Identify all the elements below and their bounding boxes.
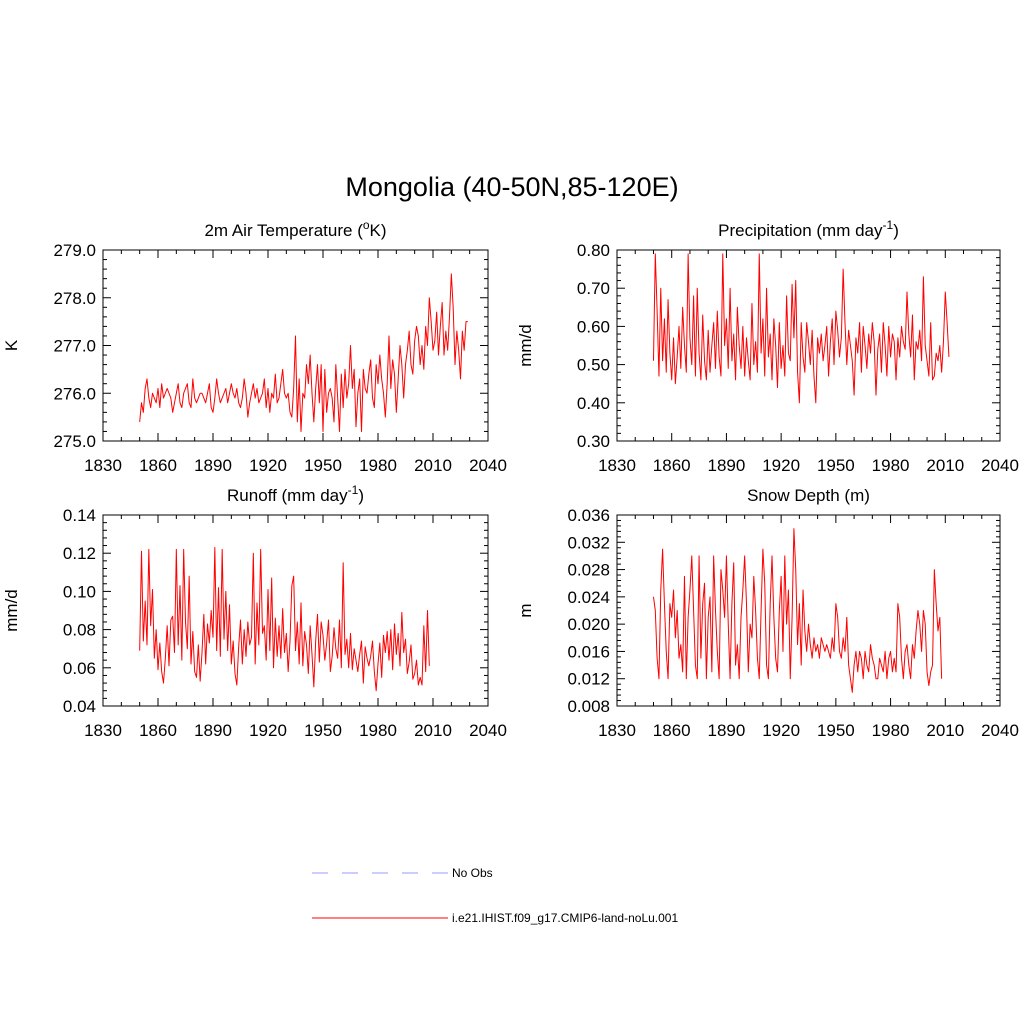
- y-tick-label: 277.0: [53, 337, 96, 356]
- y-tick-label: 0.40: [577, 394, 610, 413]
- y-tick-label: 0.70: [577, 279, 610, 298]
- y-tick-label: 0.30: [577, 432, 610, 451]
- x-tick-label: 1950: [304, 721, 342, 740]
- y-tick-label: 0.04: [63, 697, 96, 716]
- x-tick-label: 1860: [653, 456, 691, 475]
- x-tick-label: 1920: [249, 456, 287, 475]
- panel-title-end: K): [370, 221, 387, 240]
- legend: No Obs i.e21.IHIST.f09_g17.CMIP6-land-noL…: [312, 866, 678, 925]
- y-tick-label: 0.012: [567, 670, 610, 689]
- panel-title-superscript: o: [363, 218, 370, 232]
- y-tick-label: 276.0: [53, 384, 96, 403]
- x-tick-label: 1890: [194, 721, 232, 740]
- x-tick-label: 1830: [598, 456, 636, 475]
- y-tick-label: 0.08: [63, 621, 96, 640]
- y-axis-label: mm/d: [516, 324, 535, 367]
- x-tick-label: 1950: [817, 456, 855, 475]
- panel-title: Snow Depth (m): [747, 486, 870, 505]
- x-tick-label: 1830: [84, 721, 122, 740]
- y-tick-label: 0.14: [63, 506, 96, 525]
- panel-title-end: ): [358, 486, 364, 505]
- y-tick-label: 0.028: [567, 561, 610, 580]
- y-tick-label: 0.80: [577, 241, 610, 260]
- figure-title: Mongolia (40-50N,85-120E): [345, 172, 678, 202]
- y-axis-label: mm/d: [2, 589, 21, 632]
- legend-label: No Obs: [452, 866, 493, 880]
- x-tick-label: 1890: [708, 721, 746, 740]
- x-tick-label: 1860: [139, 721, 177, 740]
- x-tick-label: 1890: [708, 456, 746, 475]
- y-tick-label: 0.06: [63, 659, 96, 678]
- x-tick-label: 2040: [469, 456, 507, 475]
- panel-title-main: Runoff (mm day: [227, 486, 348, 505]
- chart-panel-3: 1830 1860 1890 1920 1950 1980 2010 2040 0.04 0.06…: [2, 483, 507, 740]
- x-tick-label: 1920: [762, 721, 800, 740]
- x-tick-label: 1950: [817, 721, 855, 740]
- plot-frame: [616, 514, 1001, 707]
- x-tick-label: 1980: [872, 721, 910, 740]
- y-tick-label: 0.036: [567, 506, 610, 525]
- panel-title: Runoff (mm day-1): [227, 483, 364, 505]
- x-tick-label: 1980: [359, 456, 397, 475]
- x-tick-label: 1920: [762, 456, 800, 475]
- chart-panels: 1830 1860 1890 1920 1950 1980 2010 2040 275.0 276…: [2, 218, 1019, 740]
- y-tick-label: 0.12: [63, 544, 96, 563]
- y-tick-label: 0.10: [63, 582, 96, 601]
- plot-frame: [102, 514, 489, 707]
- panel-title-superscript: -1: [348, 483, 359, 497]
- series-line: [652, 528, 943, 693]
- y-tick-label: 0.024: [567, 588, 610, 607]
- chart-panel-4: 1830 1860 1890 1920 1950 1980 2010 2040 0.008 0.0…: [516, 486, 1019, 740]
- y-tick-label: 0.020: [567, 615, 610, 634]
- x-tick-label: 2040: [981, 456, 1019, 475]
- y-tick-label: 275.0: [53, 432, 96, 451]
- x-tick-label: 2040: [981, 721, 1019, 740]
- x-tick-label: 1860: [139, 456, 177, 475]
- x-tick-label: 1860: [653, 721, 691, 740]
- plot-frame: [616, 249, 1001, 442]
- x-tick-label: 1920: [249, 721, 287, 740]
- panel-title-superscript: -1: [883, 218, 894, 232]
- panel-title-main: 2m Air Temperature (: [204, 221, 363, 240]
- y-tick-label: 279.0: [53, 241, 96, 260]
- x-tick-label: 2040: [469, 721, 507, 740]
- y-axis-label: K: [2, 339, 21, 351]
- y-axis-label: m: [516, 603, 535, 617]
- y-tick-label: 278.0: [53, 289, 96, 308]
- chart-panel-2: 1830 1860 1890 1920 1950 1980 2010 2040 0.30 0.40…: [516, 218, 1019, 475]
- panel-title-main: Snow Depth (m): [747, 486, 870, 505]
- x-tick-label: 1890: [194, 456, 232, 475]
- panel-title-main: Precipitation (mm day: [718, 221, 883, 240]
- panel-title: Precipitation (mm day-1): [718, 218, 899, 240]
- chart-panel-1: 1830 1860 1890 1920 1950 1980 2010 2040 275.0 276…: [2, 218, 507, 475]
- panel-title-end: ): [893, 221, 899, 240]
- x-tick-label: 2010: [926, 721, 964, 740]
- y-tick-label: 0.50: [577, 356, 610, 375]
- series-line: [139, 273, 468, 432]
- panel-title: 2m Air Temperature (oK): [204, 218, 386, 240]
- x-tick-label: 2010: [926, 456, 964, 475]
- y-tick-label: 0.032: [567, 533, 610, 552]
- x-tick-label: 2010: [414, 456, 452, 475]
- y-tick-label: 0.60: [577, 317, 610, 336]
- x-tick-label: 1830: [598, 721, 636, 740]
- x-tick-label: 1830: [84, 456, 122, 475]
- x-tick-label: 2010: [414, 721, 452, 740]
- series-line: [652, 253, 950, 404]
- x-tick-label: 1980: [872, 456, 910, 475]
- y-tick-label: 0.008: [567, 697, 610, 716]
- series-line: [139, 546, 430, 692]
- legend-label: i.e21.IHIST.f09_g17.CMIP6-land-noLu.001: [452, 911, 678, 925]
- x-tick-label: 1980: [359, 721, 397, 740]
- y-tick-label: 0.016: [567, 642, 610, 661]
- x-tick-label: 1950: [304, 456, 342, 475]
